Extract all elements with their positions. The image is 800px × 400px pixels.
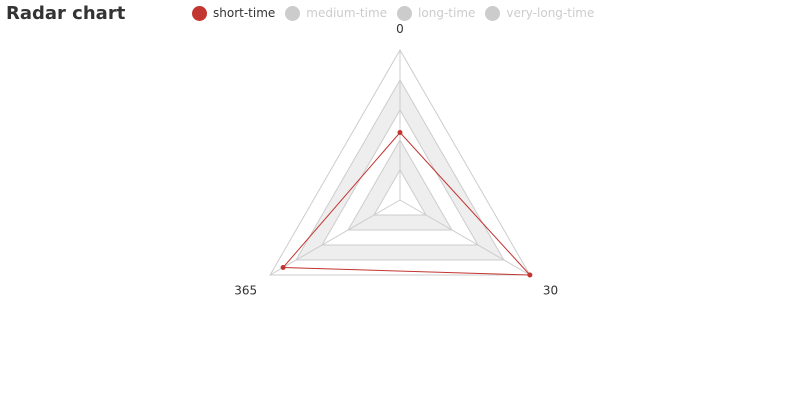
legend-label: short-time <box>213 6 276 20</box>
radar-split-line <box>373 168 427 216</box>
radar-axis-line <box>269 199 401 276</box>
radar-split-line <box>269 48 531 276</box>
legend-item-very-long-time[interactable]: very-long-time <box>485 5 595 21</box>
radar-axis-label: 0 <box>396 22 404 36</box>
radar-axis-line <box>399 199 531 276</box>
radar-axis-labels: 0 30 365 <box>234 22 558 298</box>
radar-split-area <box>348 140 452 230</box>
legend: short-time medium-time long-time very-long-… <box>192 4 594 22</box>
radar-split-area <box>296 80 504 260</box>
legend-swatch-icon <box>192 5 207 21</box>
legend-swatch-icon <box>397 5 413 21</box>
legend-swatch-icon <box>285 5 301 21</box>
radar-data-point[interactable] <box>397 130 403 135</box>
legend-item-medium-time[interactable]: medium-time <box>285 5 388 21</box>
radar-axis-label: 30 <box>543 284 558 298</box>
radar-data-point[interactable] <box>280 265 286 270</box>
radar-split-line <box>295 78 505 261</box>
radar-axis-lines <box>269 50 531 276</box>
legend-item-short-time[interactable]: short-time <box>192 5 276 21</box>
radar-split-line <box>347 138 453 231</box>
radar-series-line <box>282 131 532 276</box>
legend-label: medium-time <box>306 6 388 20</box>
radar-data-point[interactable] <box>527 272 533 278</box>
legend-label: long-time <box>418 6 476 20</box>
radar-axis-label: 365 <box>234 284 257 298</box>
radar-series <box>280 130 533 278</box>
chart-title: Radar chart <box>6 3 126 24</box>
legend-swatch-icon <box>485 5 501 21</box>
legend-label: very-long-time <box>506 6 595 20</box>
legend-item-long-time[interactable]: long-time <box>397 5 476 21</box>
